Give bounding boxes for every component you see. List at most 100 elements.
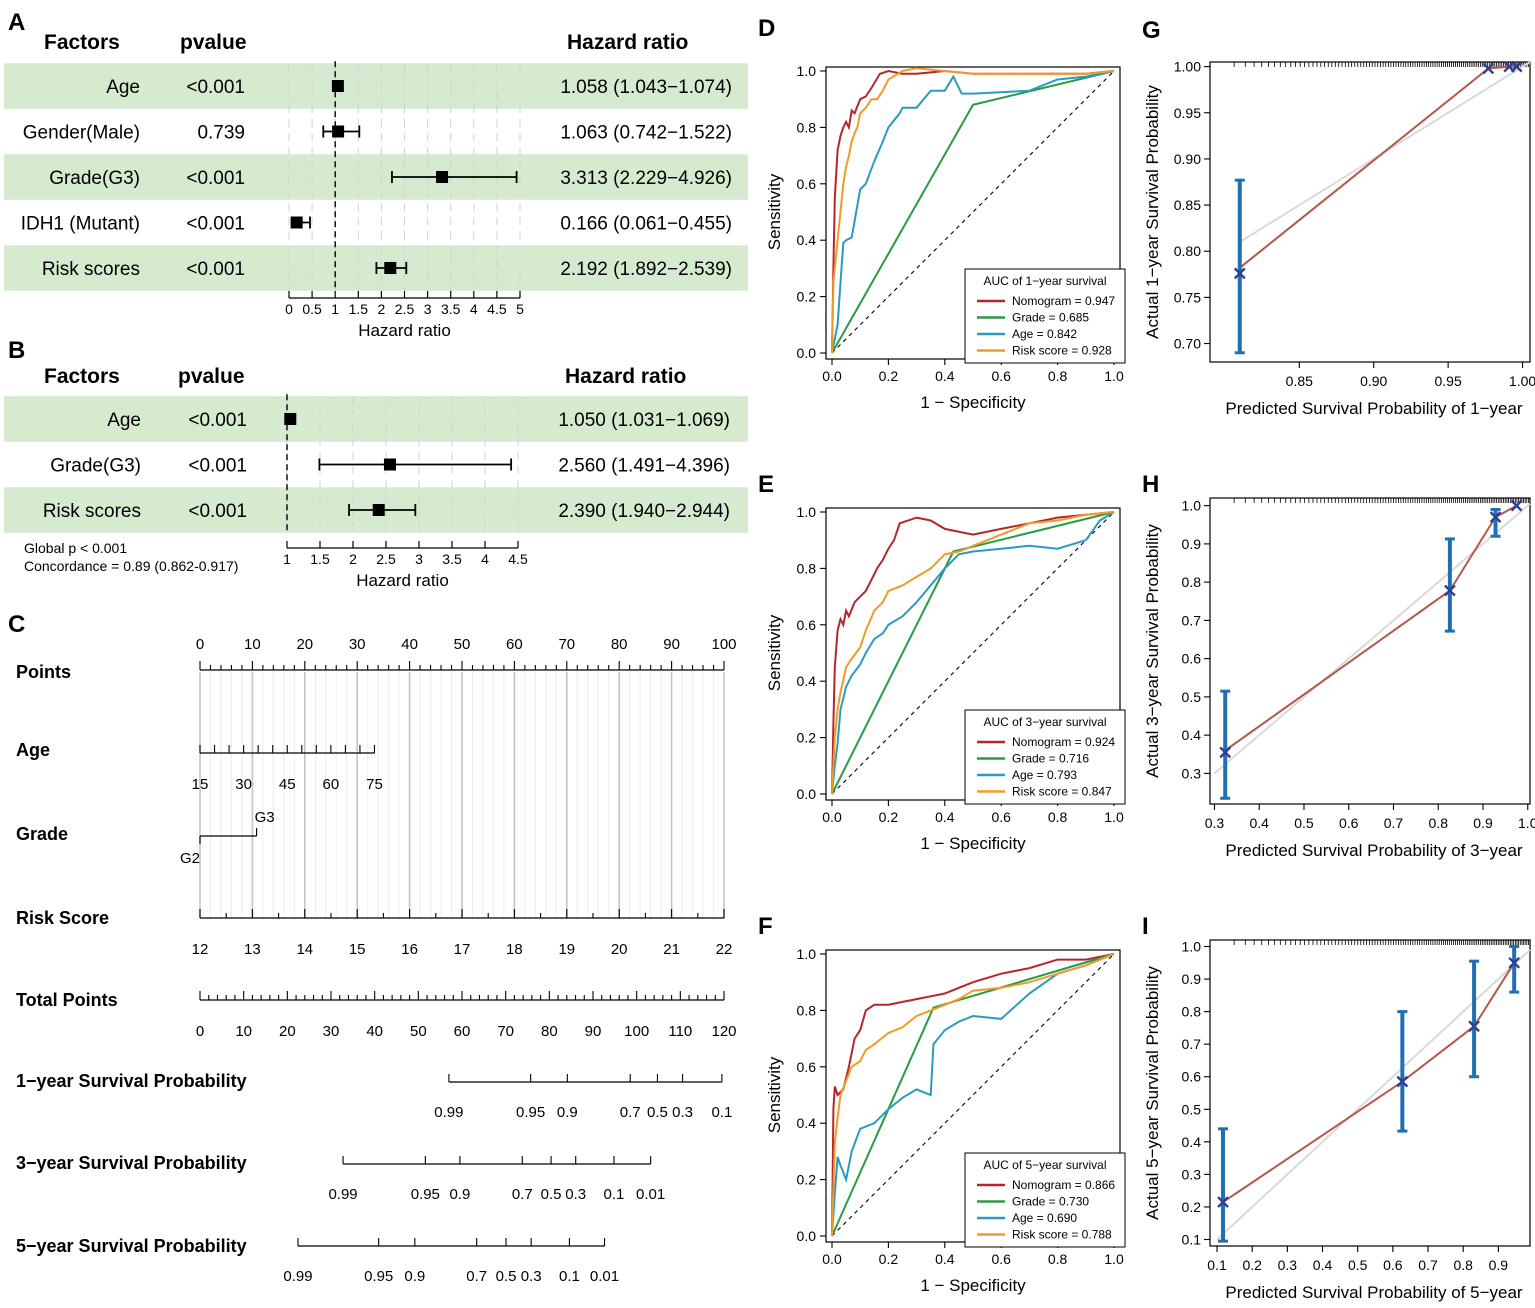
roc-d-legend-title: AUC of 1−year survival bbox=[983, 274, 1106, 288]
roc-f-legend-label-0: Nomogram = 0.866 bbox=[1012, 1178, 1115, 1192]
roc-d-y-tick-label: 0.6 bbox=[797, 176, 817, 192]
roc-e-legend-label-3: Risk score = 0.847 bbox=[1012, 785, 1112, 799]
calib-g-y-tick-label: 0.90 bbox=[1174, 151, 1201, 167]
points-tick-label: 80 bbox=[611, 636, 628, 653]
roc-f-legend-label-3: Risk score = 0.788 bbox=[1012, 1228, 1112, 1242]
roc-e-y-tick-label: 0.2 bbox=[797, 730, 817, 746]
forest-b-pvalue: <0.001 bbox=[188, 456, 247, 477]
calib-h-plot-frame bbox=[1209, 497, 1531, 805]
forest-a-pvalue: 0.739 bbox=[197, 123, 245, 144]
calib-h-y-tick-label: 0.3 bbox=[1182, 765, 1202, 781]
calib-i-y-tick-label: 0.6 bbox=[1182, 1069, 1202, 1085]
roc-e-x-tick-label: 0.2 bbox=[879, 809, 899, 825]
nomogram-tick-label: 21 bbox=[663, 941, 680, 958]
calib-i-x-tick-label: 0.3 bbox=[1278, 1257, 1298, 1273]
forest-b-hr-text: 1.050 (1.031−1.069) bbox=[558, 410, 730, 431]
forest-b-factor-label: Grade(G3) bbox=[50, 456, 141, 477]
forest-a-factor-label: Age bbox=[106, 77, 140, 98]
points-tick-label: 50 bbox=[454, 636, 471, 653]
calib-h-x-tick-label: 0.6 bbox=[1339, 815, 1359, 831]
probability-tick-label: 0.99 bbox=[328, 1186, 357, 1203]
calib-i-x-tick-label: 0.9 bbox=[1489, 1257, 1509, 1273]
calib-h-calibration-curve bbox=[1224, 504, 1518, 752]
forest-b-pvalue: <0.001 bbox=[188, 410, 247, 431]
total-tick-label: 10 bbox=[235, 1023, 252, 1040]
roc-f-y-tick-label: 0.6 bbox=[797, 1059, 817, 1075]
grade-label-g3: G3 bbox=[255, 809, 275, 826]
calib-h-x-tick-label: 0.8 bbox=[1429, 815, 1449, 831]
calib-h-point-marker-2 bbox=[1489, 511, 1502, 523]
calib-i-ideal-line bbox=[1216, 949, 1531, 1241]
forest-a-hr-point bbox=[332, 125, 345, 138]
forest-b-row-shade bbox=[4, 396, 748, 442]
roc-f-x-tick-label: 0.0 bbox=[822, 1251, 842, 1267]
total-tick-label: 70 bbox=[497, 1023, 514, 1040]
total-tick-label: 50 bbox=[410, 1023, 427, 1040]
forest-a-x-tick-label: 4 bbox=[470, 301, 478, 317]
roc-f-y-tick-label: 1.0 bbox=[797, 946, 817, 962]
roc-e-legend-box bbox=[964, 709, 1126, 805]
roc-e-x-axis-title: 1 − Specificity bbox=[920, 834, 1026, 853]
forest-a-x-tick-label: 0.5 bbox=[302, 301, 322, 317]
calib-h-y-tick-label: 0.7 bbox=[1182, 612, 1202, 628]
points-tick-label: 70 bbox=[558, 636, 575, 653]
probability-tick-label: 0.5 bbox=[496, 1268, 517, 1285]
forest-b-factor-label: Risk scores bbox=[43, 501, 141, 522]
forest-a-x-tick-label: 0 bbox=[285, 301, 293, 317]
panel-label-e: E bbox=[758, 471, 774, 498]
probability-tick-label: 0.9 bbox=[449, 1186, 470, 1203]
roc-f-y-axis-title: Sensitivity bbox=[765, 1056, 784, 1133]
forest-b-x-tick-label: 4 bbox=[481, 551, 489, 567]
points-tick-label: 100 bbox=[711, 636, 736, 653]
calib-g-y-axis-title: Actual 1−year Survival Probability bbox=[1143, 85, 1162, 339]
calib-i-x-tick-label: 0.4 bbox=[1313, 1257, 1333, 1273]
roc-f-y-tick-label: 0.0 bbox=[797, 1228, 817, 1244]
forest-a-row-shade bbox=[4, 154, 748, 200]
roc-e-x-tick-label: 0.8 bbox=[1048, 809, 1068, 825]
nomogram-tick-label: 19 bbox=[558, 941, 575, 958]
calib-i-y-tick-label: 0.3 bbox=[1182, 1166, 1202, 1182]
forest-a-hr-text: 0.166 (0.061−0.455) bbox=[560, 214, 732, 235]
forest-b-header-hazard-ratio: Hazard ratio bbox=[565, 365, 686, 388]
nomogram-row-label: Age bbox=[16, 740, 50, 760]
roc-d-roc-series-1 bbox=[831, 70, 1115, 354]
calib-h-x-tick-label: 0.3 bbox=[1205, 815, 1225, 831]
roc-f-chance-line bbox=[831, 953, 1115, 1237]
forest-a-pvalue: <0.001 bbox=[186, 214, 245, 235]
calib-g-calibration-curve bbox=[1239, 65, 1517, 269]
forest-a-header-pvalue: pvalue bbox=[180, 31, 247, 54]
nomogram-row-label: Grade bbox=[16, 824, 68, 844]
forest-a-hr-text: 1.058 (1.043−1.074) bbox=[560, 77, 732, 98]
forest-a-pvalue: <0.001 bbox=[186, 77, 245, 98]
roc-d-legend-label-0: Nomogram = 0.947 bbox=[1012, 294, 1115, 308]
roc-d-x-axis-title: 1 − Specificity bbox=[920, 393, 1026, 412]
probability-tick-label: 0.3 bbox=[521, 1268, 542, 1285]
calib-h-x-axis-title: Predicted Survival Probability of 3−year bbox=[1225, 841, 1523, 860]
forest-a-header-hazard-ratio: Hazard ratio bbox=[567, 31, 688, 54]
calib-i-y-tick-label: 0.7 bbox=[1182, 1036, 1202, 1052]
nomogram-tick-label: 45 bbox=[279, 776, 296, 793]
nomogram-tick-label: 16 bbox=[401, 941, 418, 958]
nomogram-row-label: 5−year Survival Probability bbox=[16, 1236, 247, 1256]
calib-g-x-tick-label: 0.90 bbox=[1360, 373, 1387, 389]
calib-i-y-tick-label: 0.1 bbox=[1182, 1231, 1202, 1247]
calib-g-y-tick-label: 1.00 bbox=[1174, 59, 1201, 75]
forest-a-hr-point bbox=[331, 80, 344, 92]
nomogram-tick-label: 14 bbox=[296, 941, 313, 958]
forest-b-header-factors: Factors bbox=[44, 365, 120, 388]
roc-e-x-tick-label: 0.4 bbox=[935, 809, 955, 825]
roc-e-y-tick-label: 1.0 bbox=[797, 504, 817, 520]
forest-b-x-tick-label: 4.5 bbox=[508, 551, 528, 567]
forest-a-x-tick-label: 3.5 bbox=[441, 301, 461, 317]
roc-e-y-tick-label: 0.4 bbox=[797, 673, 817, 689]
roc-e-roc-series-3 bbox=[831, 511, 1115, 795]
roc-d-legend-label-2: Age = 0.842 bbox=[1012, 327, 1077, 341]
forest-a-x-axis-title: Hazard ratio bbox=[358, 321, 451, 340]
panel-label-g: G bbox=[1142, 17, 1161, 44]
panel-label-h: H bbox=[1142, 471, 1159, 498]
nomogram-tick-label: 22 bbox=[716, 941, 733, 958]
calib-g-plot-frame bbox=[1209, 61, 1531, 363]
forest-a-factor-label: IDH1 (Mutant) bbox=[21, 214, 140, 235]
points-tick-label: 60 bbox=[506, 636, 523, 653]
probability-tick-label: 0.7 bbox=[620, 1104, 641, 1121]
